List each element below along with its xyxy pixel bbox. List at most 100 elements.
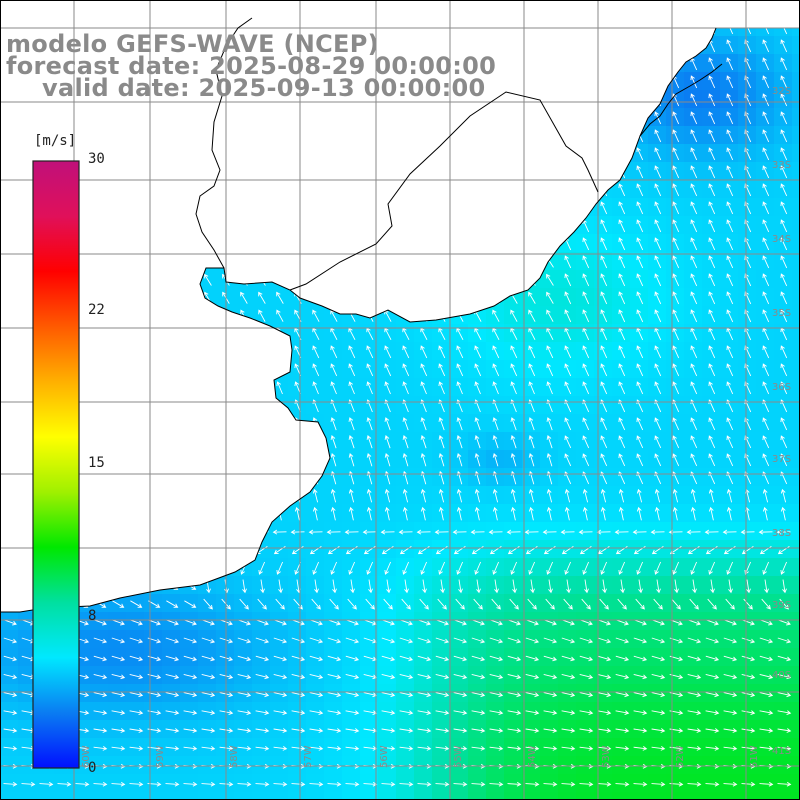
wind-arrow [600, 201, 608, 215]
wind-cell [792, 216, 800, 235]
wind-arrow [456, 434, 463, 449]
lat-label: 41S [772, 746, 792, 757]
lat-label: 34S [772, 234, 792, 245]
wind-arrow [708, 363, 716, 377]
wind-cell [180, 774, 199, 793]
wind-cell [720, 774, 739, 793]
wind-arrow [759, 781, 774, 787]
wind-cell [36, 792, 55, 800]
wind-cell [792, 576, 800, 595]
wind-arrow [741, 637, 756, 644]
wind-arrow [741, 781, 756, 787]
wind-cell [252, 558, 271, 577]
wind-cell [486, 558, 505, 577]
wind-arrow [183, 728, 198, 733]
wind-cell [702, 558, 721, 577]
wind-cell [342, 792, 361, 800]
wind-arrow [366, 488, 373, 503]
wind-cell [108, 792, 127, 800]
wind-arrow [726, 435, 734, 449]
wind-arrow [672, 309, 680, 323]
wind-arrow [258, 561, 266, 575]
wind-arrow [507, 673, 522, 680]
wind-arrow [726, 75, 734, 89]
wind-cell [612, 792, 631, 800]
wind-arrow [507, 655, 522, 662]
wind-arrow [111, 637, 126, 644]
wind-cell [324, 558, 343, 577]
wind-cell [252, 774, 271, 793]
wind-arrow [740, 529, 755, 535]
wind-arrow [705, 673, 720, 680]
wind-arrow [582, 345, 590, 359]
wind-arrow [780, 165, 788, 179]
wind-cell [594, 522, 613, 541]
wind-arrow [582, 273, 590, 287]
wind-arrow [726, 417, 734, 431]
wind-arrow [777, 728, 792, 733]
wind-arrow [618, 453, 626, 467]
wind-arrow [489, 692, 504, 698]
wind-arrow [759, 619, 773, 626]
wind-cell [792, 234, 800, 253]
wind-arrow [435, 781, 450, 787]
wind-arrow [362, 529, 377, 535]
wind-arrow [708, 57, 716, 71]
wind-arrow [633, 710, 648, 716]
wind-arrow [726, 363, 734, 377]
wind-arrow [366, 561, 374, 575]
wind-arrow [237, 619, 251, 626]
wind-arrow [510, 488, 517, 503]
wind-arrow [255, 673, 270, 680]
wind-arrow [330, 381, 337, 395]
wind-arrow [312, 488, 319, 503]
wind-arrow [597, 619, 611, 626]
wind-arrow [672, 237, 680, 251]
wind-arrow [726, 291, 734, 305]
wind-cell [792, 792, 800, 800]
wind-arrow [654, 506, 660, 521]
wind-arrow [309, 673, 324, 680]
wind-arrow [672, 147, 680, 161]
wind-arrow [762, 506, 768, 521]
wind-arrow [582, 435, 590, 449]
wind-arrow [597, 746, 612, 751]
wind-arrow [672, 273, 680, 287]
wind-arrow [672, 255, 680, 269]
wind-arrow [617, 598, 627, 610]
wind-arrow [618, 506, 624, 521]
wind-arrow [510, 506, 516, 521]
wind-arrow [708, 273, 716, 287]
wind-arrow [582, 488, 589, 503]
wind-arrow [345, 619, 359, 626]
title-forecast-date: forecast date: 2025-08-29 00:00:00 [6, 52, 497, 80]
wind-cell [792, 702, 800, 721]
wind-arrow [422, 579, 427, 594]
wind-arrow [344, 529, 359, 535]
wind-arrow [672, 363, 680, 377]
wind-arrow [654, 147, 662, 161]
wind-arrow [543, 673, 558, 680]
wind-arrow [420, 381, 427, 395]
wind-arrow [507, 781, 522, 787]
wind-cell [684, 522, 703, 541]
wind-arrow [201, 710, 216, 716]
wind-cell [450, 774, 469, 793]
wind-cell [558, 522, 577, 541]
wind-arrow [112, 600, 125, 608]
wind-arrow [654, 453, 662, 467]
wind-cell [792, 144, 800, 163]
wind-arrow [165, 710, 180, 716]
wind-cell [792, 594, 800, 613]
wind-arrow [21, 781, 36, 787]
wind-cell [792, 162, 800, 181]
wind-cell [756, 28, 775, 37]
wind-arrow [201, 637, 216, 644]
wind-arrow [330, 561, 338, 575]
wind-arrow [600, 453, 608, 467]
wind-arrow [635, 598, 645, 610]
wind-arrow [597, 637, 612, 644]
wind-cell [378, 522, 397, 541]
wind-arrow [3, 673, 18, 680]
wind-arrow [474, 381, 481, 395]
